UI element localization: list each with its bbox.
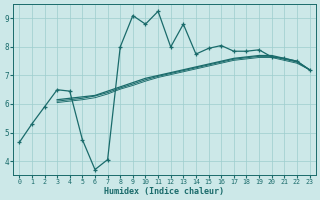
X-axis label: Humidex (Indice chaleur): Humidex (Indice chaleur)	[104, 187, 224, 196]
